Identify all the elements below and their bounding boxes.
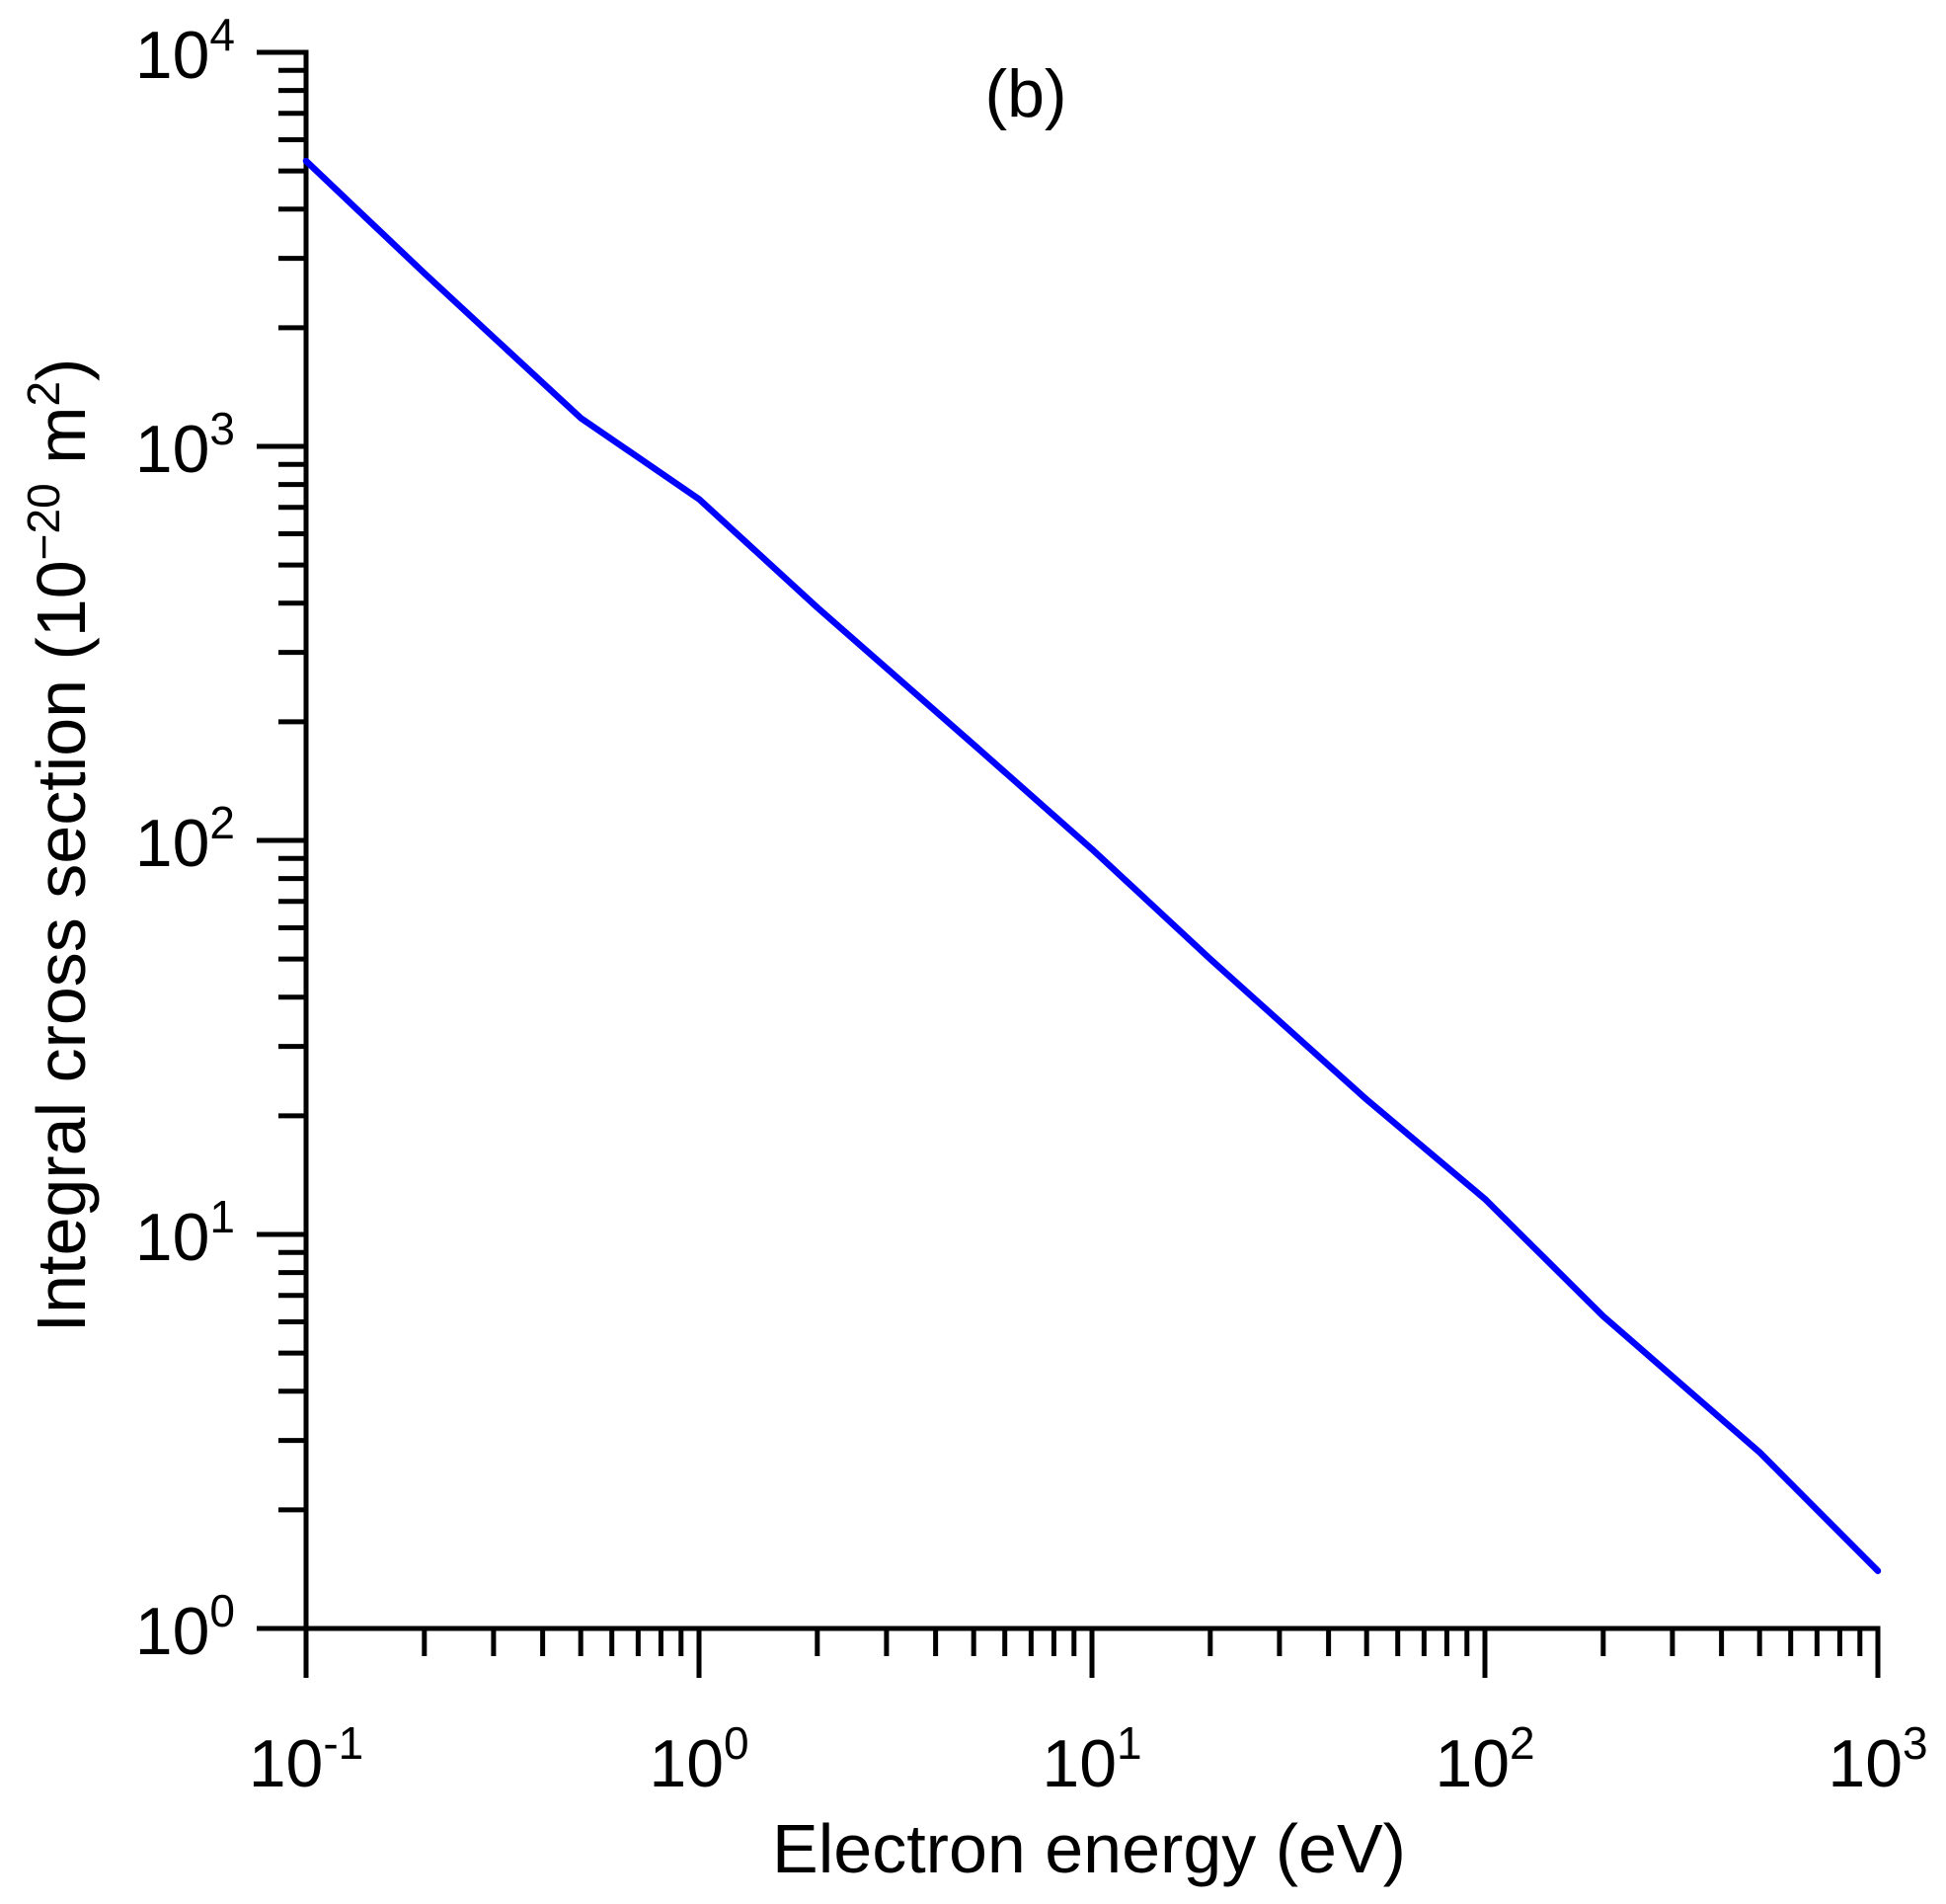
x-tick-label-base: 10 bbox=[1828, 1726, 1903, 1801]
y-tick-label-exponent: 1 bbox=[209, 1191, 235, 1242]
x-tick-label-exponent: 3 bbox=[1903, 1717, 1928, 1769]
series-group bbox=[302, 157, 1882, 1574]
x-tick-label-base: 10 bbox=[249, 1726, 324, 1801]
x-tick-label-base: 10 bbox=[1042, 1726, 1117, 1801]
y-tick-label-base: 10 bbox=[135, 1200, 210, 1275]
x-tick-label-base: 10 bbox=[649, 1726, 724, 1801]
axes bbox=[303, 49, 1881, 1631]
y-axis-label-part: m bbox=[23, 407, 100, 484]
x-tick-label-exponent: 2 bbox=[1510, 1717, 1535, 1769]
x-tick-label: 102 bbox=[1435, 1717, 1534, 1801]
ticks bbox=[257, 49, 1881, 1678]
x-tick-label-exponent: 1 bbox=[1117, 1717, 1142, 1769]
y-axis-label: Integral cross section (10−20 m2) bbox=[18, 358, 100, 1333]
x-tick-label-exponent: 0 bbox=[724, 1717, 749, 1769]
x-tick-label: 103 bbox=[1828, 1717, 1927, 1801]
series-line bbox=[302, 157, 1882, 1574]
chart-title-text: (b) bbox=[984, 56, 1066, 131]
y-tick-label-exponent: 4 bbox=[209, 9, 235, 60]
y-tick-label-base: 10 bbox=[135, 18, 210, 93]
y-tick-label-base: 10 bbox=[135, 1594, 210, 1669]
y-tick-label-exponent: 0 bbox=[209, 1585, 235, 1636]
y-tick-label: 100 bbox=[135, 1585, 235, 1669]
x-tick-label-base: 10 bbox=[1435, 1726, 1510, 1801]
y-tick-label: 102 bbox=[135, 797, 235, 881]
y-tick-label-base: 10 bbox=[135, 412, 210, 487]
y-axis-label-part: ) bbox=[23, 358, 100, 381]
x-tick-label: 100 bbox=[649, 1717, 748, 1801]
x-axis-label-text: Electron energy (eV) bbox=[772, 1810, 1406, 1887]
y-axis-label-superscript: −20 bbox=[18, 483, 69, 560]
x-tick-label-exponent: -1 bbox=[323, 1717, 363, 1769]
y-tick-label: 104 bbox=[135, 9, 235, 93]
x-tick-label: 10-1 bbox=[249, 1717, 364, 1801]
y-axis-label-part: Integral cross section (10 bbox=[23, 560, 100, 1332]
y-tick-label-base: 10 bbox=[135, 806, 210, 881]
y-tick-label: 103 bbox=[135, 403, 235, 487]
x-tick-label: 101 bbox=[1042, 1717, 1141, 1801]
y-tick-label: 101 bbox=[135, 1191, 235, 1275]
x-axis-label: Electron energy (eV) bbox=[772, 1810, 1406, 1887]
y-tick-label-exponent: 3 bbox=[209, 403, 235, 454]
chart-title: (b) bbox=[984, 56, 1066, 131]
y-tick-label-exponent: 2 bbox=[209, 797, 235, 848]
y-axis-label-superscript: 2 bbox=[18, 381, 69, 407]
